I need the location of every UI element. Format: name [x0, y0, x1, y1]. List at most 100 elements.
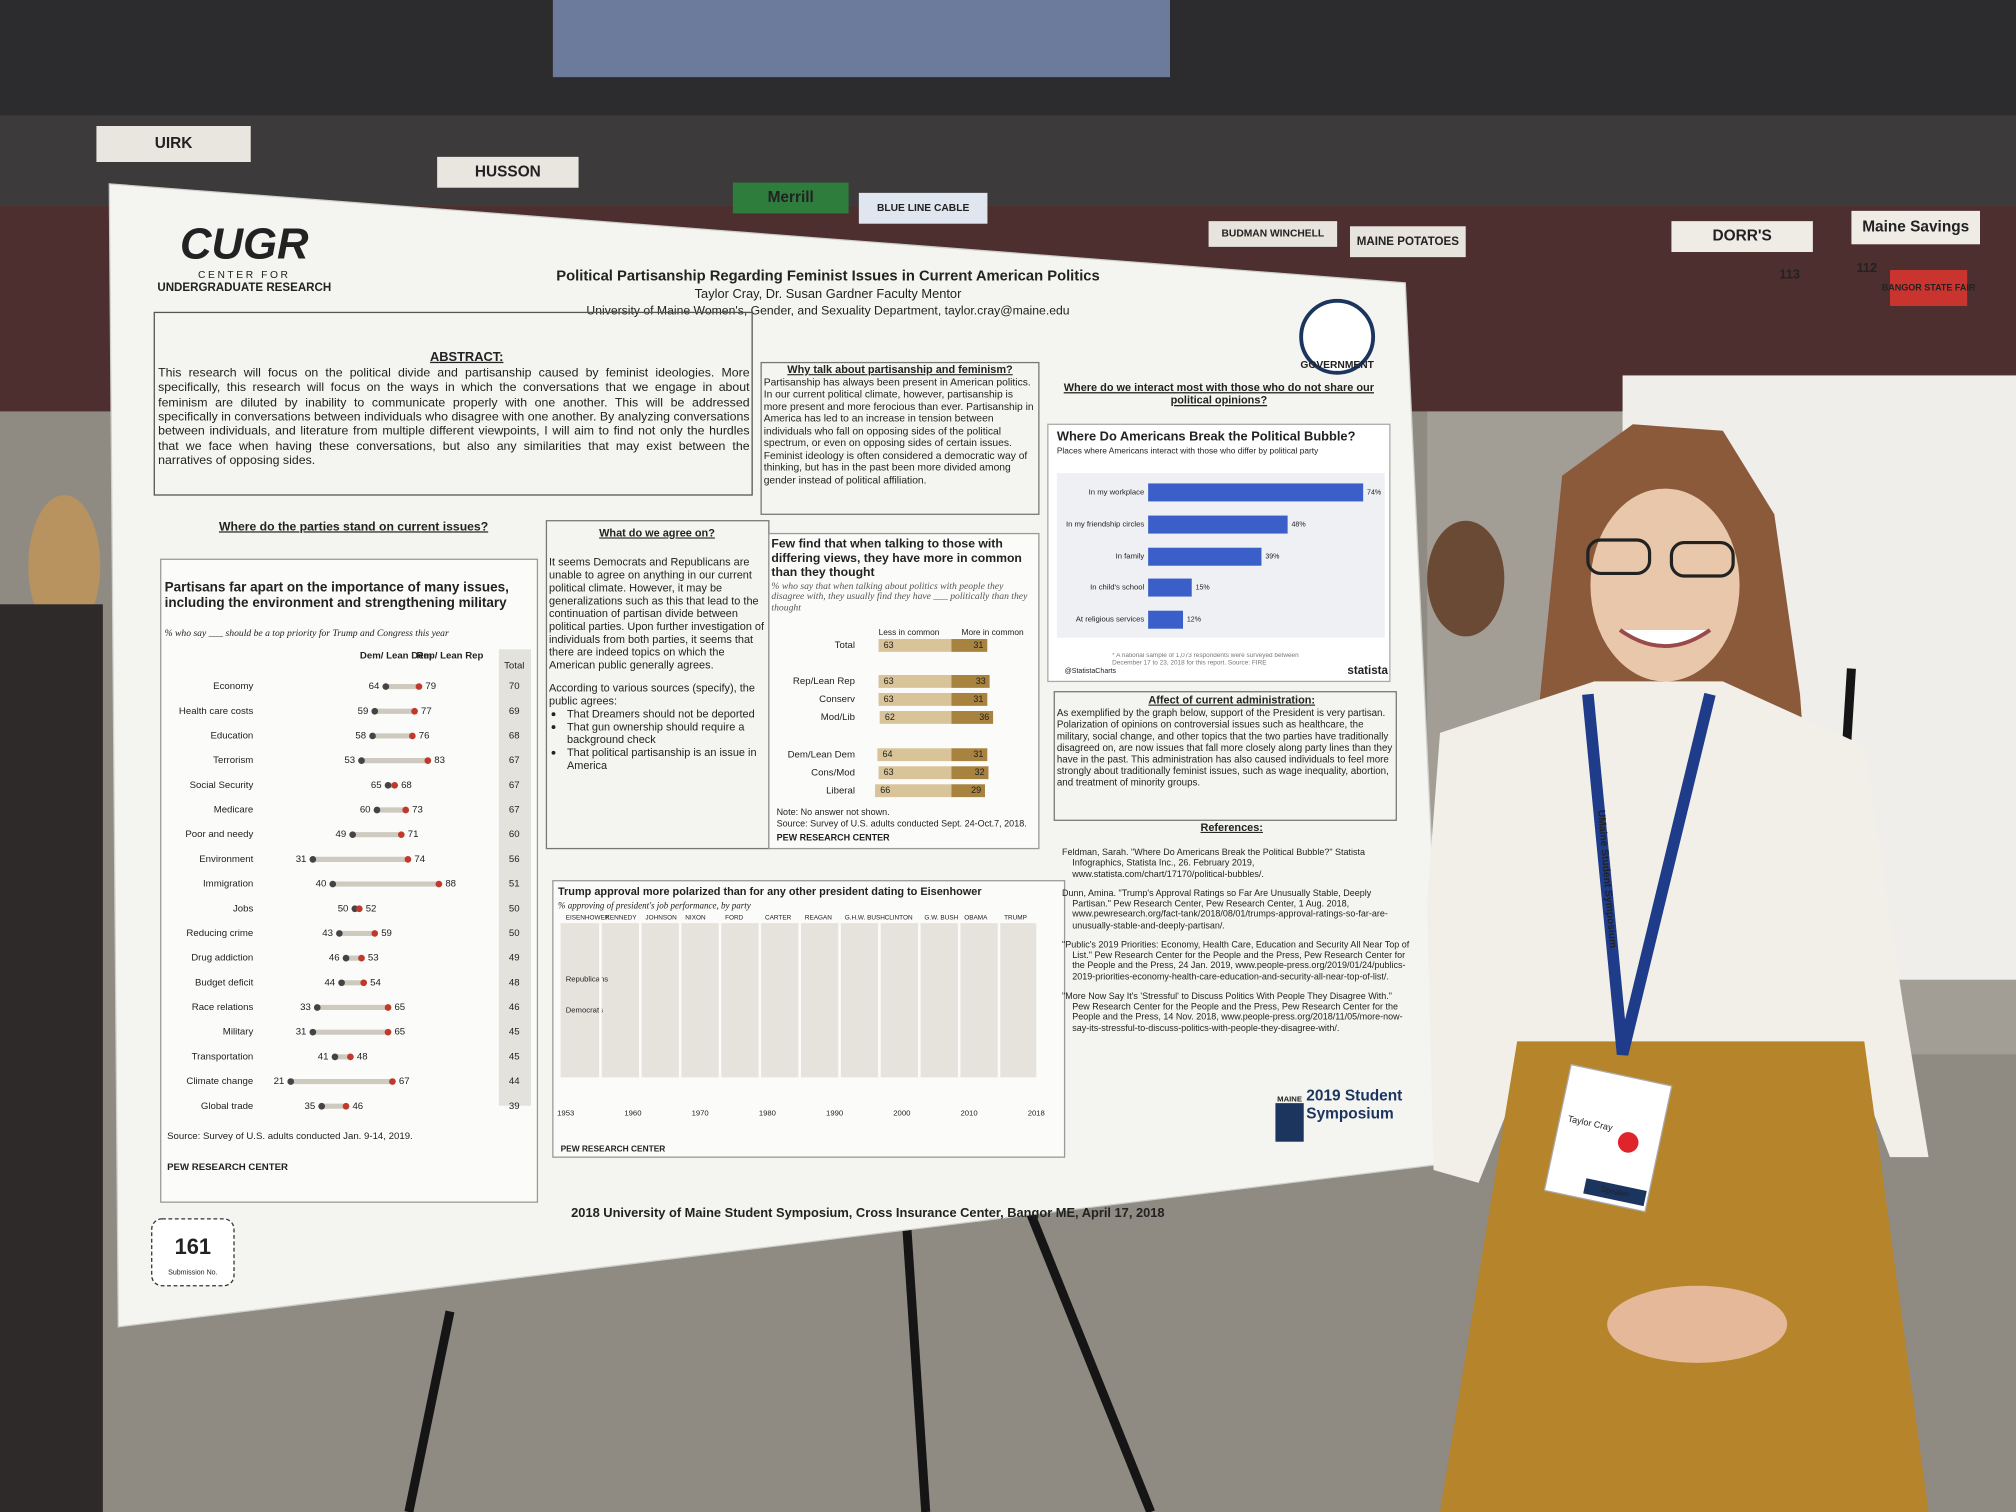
sign — [1890, 270, 1968, 306]
more-value: 32 — [975, 767, 985, 777]
dem-dot — [309, 1028, 317, 1036]
bubble-title: Where Do Americans Break the Political B… — [1057, 429, 1356, 444]
less-bar — [875, 784, 952, 798]
badge-dot — [1617, 1132, 1639, 1153]
why-frame: Partisanship has always been present in … — [764, 377, 1034, 486]
agree-body: It seems Democrats and Republicans are u… — [549, 555, 765, 771]
sign-text: BUDMAN WINCHELL — [1222, 229, 1325, 240]
approval-subtitle: % approving of president's job performan… — [558, 900, 751, 910]
less-value: 63 — [884, 676, 894, 686]
bubble-label: In family — [1116, 552, 1145, 561]
total-header: Total — [504, 661, 524, 672]
dem-value: 53 — [344, 755, 355, 766]
issue-label: Climate change — [186, 1076, 253, 1087]
presenter: UMaine Student Symposium Taylor Cray Spe… — [1427, 424, 1929, 1512]
sign — [1350, 226, 1466, 258]
president-label: EISENHOWER — [566, 915, 610, 922]
rep-dot — [347, 1053, 354, 1061]
bubble-label: At religious services — [1076, 615, 1145, 624]
sign — [858, 192, 988, 224]
rep-value: 88 — [445, 879, 456, 890]
affect-box — [1053, 691, 1397, 821]
common-credit: PEW RESEARCH CENTER — [777, 833, 891, 843]
group-label: Cons/Mod — [811, 767, 855, 778]
year-label: 1960 — [624, 1108, 641, 1117]
common-title: Few find that when talking to those with… — [771, 537, 1022, 581]
sign — [1671, 221, 1813, 252]
total-value: 49 — [509, 953, 520, 964]
agree-list: That Dreamers should not be deportedThat… — [549, 707, 765, 771]
more-bar — [951, 693, 988, 706]
total-value: 39 — [509, 1101, 520, 1112]
badge-strip — [1583, 1178, 1647, 1207]
badge-card — [1543, 1063, 1673, 1213]
total-value: 67 — [509, 780, 520, 791]
sign-text: MAINE POTATOES — [1357, 236, 1459, 248]
rep-dot — [384, 1004, 392, 1011]
less-bar — [877, 748, 952, 762]
total-value: 48 — [509, 977, 520, 988]
president-label: CARTER — [765, 915, 792, 922]
sign-text: DORR'S — [1712, 228, 1771, 245]
authors: Taylor Cray, Dr. Susan Gardner Faculty M… — [695, 286, 962, 301]
dem-dot — [331, 1053, 339, 1061]
more-bar — [951, 784, 985, 798]
rep-value: 74 — [414, 854, 425, 865]
sign — [96, 126, 251, 162]
dem-value: 58 — [355, 730, 366, 741]
total-value: 45 — [509, 1051, 520, 1062]
dem-value: 43 — [322, 928, 333, 939]
total-value: 50 — [509, 903, 520, 914]
submission-label: Submission No. — [168, 1270, 217, 1277]
more-bar — [951, 766, 989, 780]
issue-label: Immigration — [203, 879, 253, 890]
dem-value: 59 — [358, 706, 369, 717]
rep-value: 83 — [434, 755, 445, 766]
dem-dot — [287, 1078, 295, 1085]
easel-leg — [1024, 1206, 1155, 1512]
president-label: CLINTON — [885, 915, 913, 922]
issue-label: Drug addiction — [191, 953, 253, 964]
less-value: 62 — [885, 712, 895, 722]
rep-label: Republicans — [566, 975, 609, 984]
common-rows: Total 63 31 Rep/Lean Rep 63 33 Conserv 63 31 Mod/… — [788, 639, 994, 798]
agree-frame: It seems Democrats and Republicans are u… — [549, 555, 765, 848]
abstract-frame: This research will focus on the politica… — [158, 366, 749, 467]
dem-value: 35 — [305, 1101, 316, 1112]
president-label: G.W. BUSH — [924, 915, 958, 922]
dem-value: 33 — [300, 1002, 311, 1013]
balcony — [0, 115, 2016, 206]
affect-text: As exemplified by the graph below, suppo… — [1056, 708, 1393, 788]
agree-intro: According to various sources (specify), … — [549, 681, 755, 708]
year-label: 1953 — [557, 1108, 574, 1117]
bubble-subtitle: Places where Americans interact with tho… — [1057, 445, 1319, 455]
affect-frame: As exemplified by the graph below, suppo… — [1056, 708, 1393, 788]
bubble-heading-frame: Where do we interact most with those who… — [1064, 381, 1374, 407]
easel-leg — [901, 1221, 931, 1512]
total-value: 46 — [509, 1002, 520, 1013]
foreground-person — [0, 604, 103, 1512]
rep-dot — [360, 979, 368, 987]
total-value: 56 — [509, 854, 520, 865]
seal-text: GOVERNMENT — [1300, 360, 1374, 371]
rep-value: 68 — [401, 780, 412, 791]
issue-label: Jobs — [233, 903, 254, 914]
agree-heading: What do we agree on? — [599, 527, 715, 539]
total-value: 69 — [509, 706, 520, 717]
issue-label: Education — [210, 730, 253, 741]
rep-dot — [402, 806, 410, 814]
bubble-bar — [1148, 483, 1364, 502]
year-label: 2000 — [893, 1108, 910, 1117]
dem-dot — [358, 757, 365, 764]
more-bar — [951, 639, 988, 652]
symposium-frame: 2019 Student Symposium — [1306, 1086, 1402, 1122]
issues-source: Source: Survey of U.S. adults conducted … — [167, 1131, 413, 1142]
dem-value: 60 — [360, 805, 371, 816]
year-label: 1980 — [759, 1108, 776, 1117]
issues-subtitle: % who say ___ should be a top priority f… — [165, 628, 449, 639]
total-value: 44 — [509, 1076, 520, 1087]
agree-point: That Dreamers should not be deported — [567, 707, 765, 720]
dem-dot — [336, 930, 343, 937]
less-header: Less in common — [879, 627, 940, 637]
